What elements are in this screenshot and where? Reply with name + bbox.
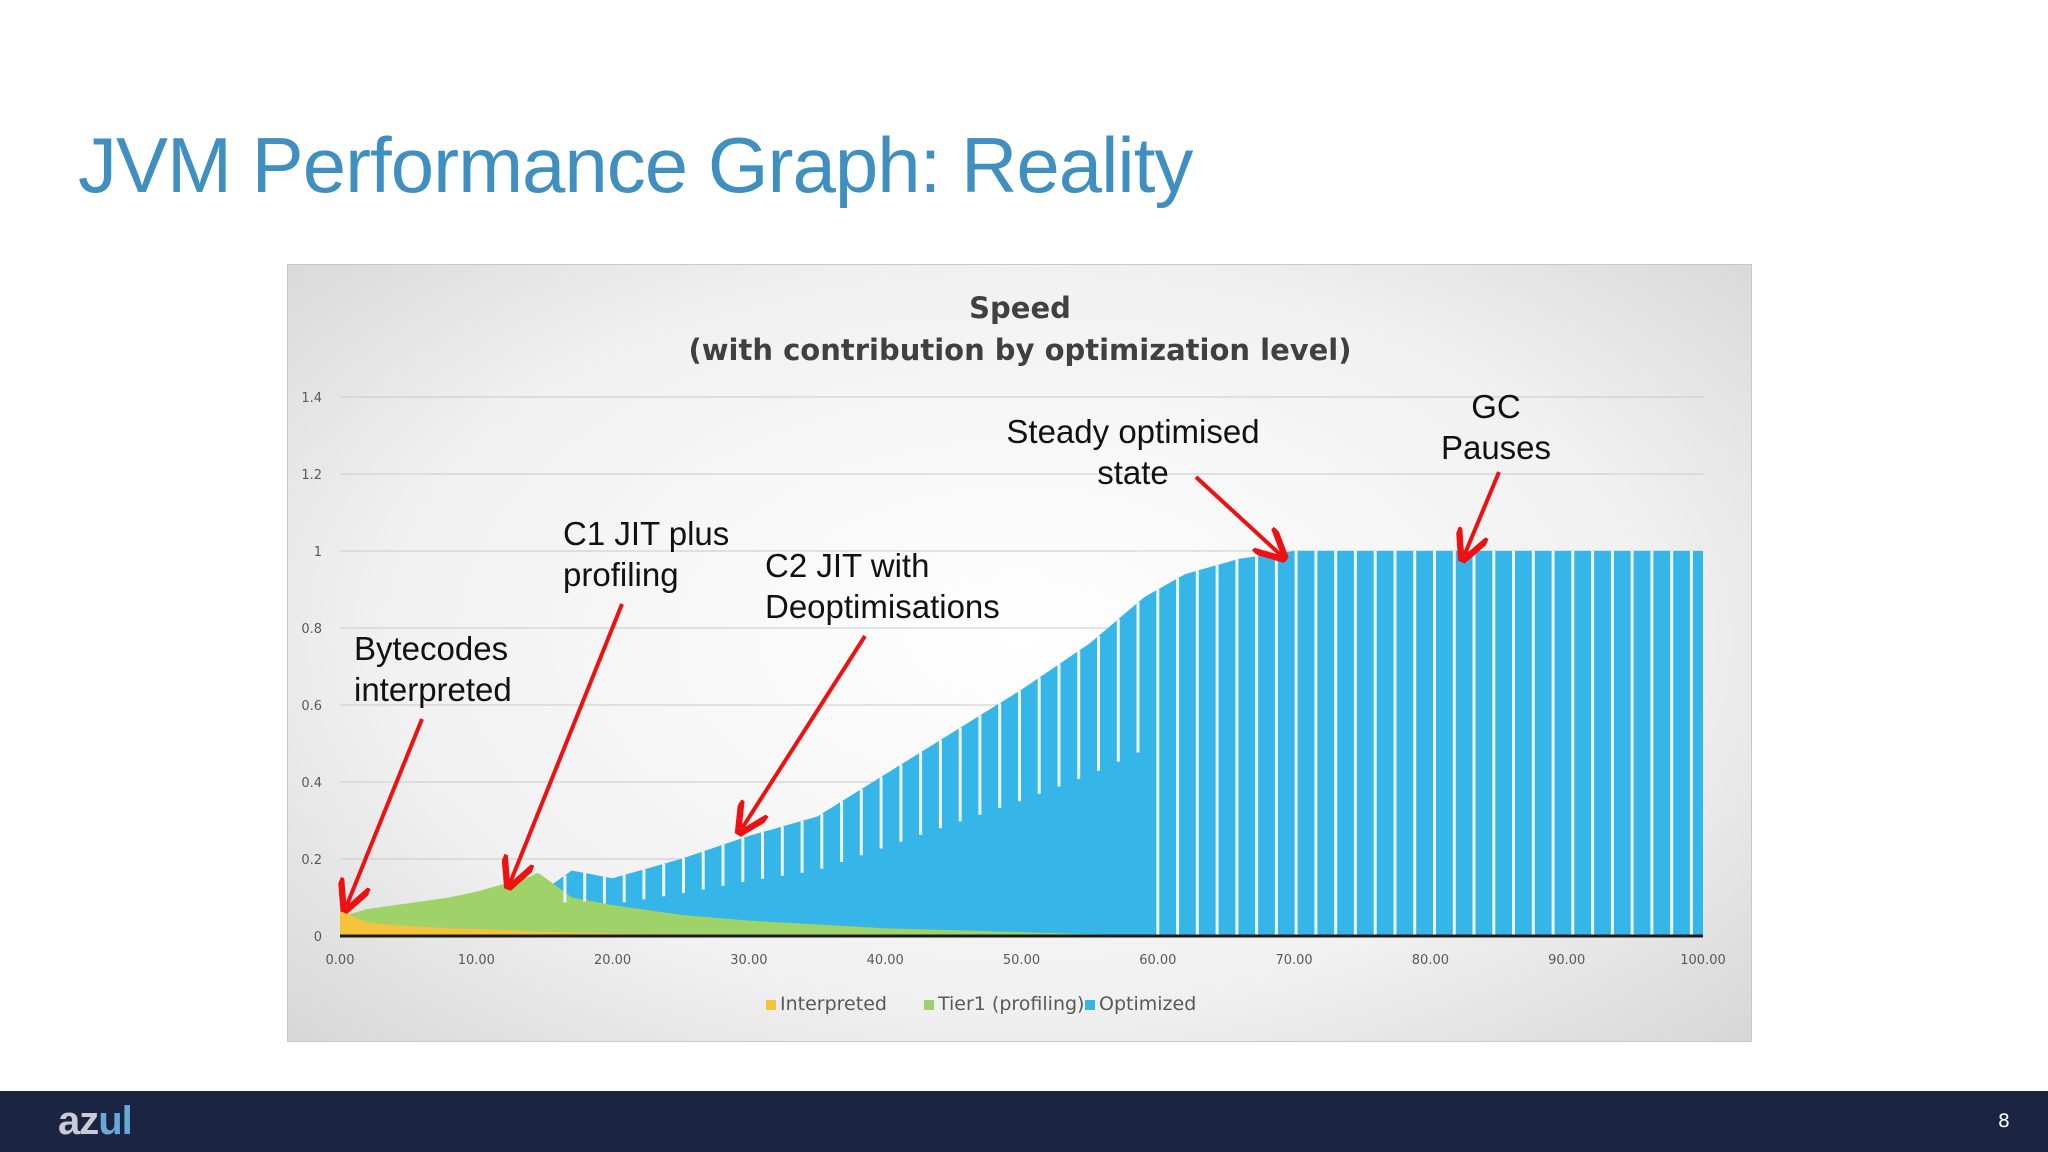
legend-swatch bbox=[924, 1000, 934, 1010]
x-tick-label: 10.00 bbox=[458, 953, 495, 968]
y-tick-label: 1.4 bbox=[301, 391, 322, 406]
page-number: 8 bbox=[1997, 1110, 2010, 1132]
y-tick-label: 0.2 bbox=[301, 853, 322, 868]
x-tick-label: 60.00 bbox=[1139, 953, 1176, 968]
annotation-arrow bbox=[1194, 475, 1281, 555]
annotation-label: Pauses bbox=[1441, 429, 1551, 466]
annotation-label: Deoptimisations bbox=[765, 588, 1000, 625]
annotation-label: interpreted bbox=[354, 671, 512, 708]
annotation-label: C1 JIT plus bbox=[563, 515, 729, 552]
legend-swatch bbox=[766, 1000, 776, 1010]
footer-bar: azul 8 bbox=[0, 1091, 2048, 1152]
chart-frame: Speed (with contribution by optimization… bbox=[287, 264, 1752, 1042]
azul-logo: azul bbox=[58, 1099, 133, 1144]
x-tick-label: 30.00 bbox=[730, 953, 767, 968]
y-tick-label: 0.8 bbox=[301, 622, 322, 637]
annotation-arrow bbox=[742, 634, 867, 828]
annotation-layer: Bytecodes interpreted C1 JIT plus profiling… bbox=[347, 388, 1551, 905]
chart-svg: Speed (with contribution by optimization… bbox=[301, 291, 1725, 1015]
logo-text-a: az bbox=[58, 1099, 99, 1143]
annotation-label: Bytecodes bbox=[354, 630, 508, 667]
series-area bbox=[340, 551, 1703, 936]
legend-label: Optimized bbox=[1099, 993, 1196, 1015]
annotation-label: profiling bbox=[563, 556, 679, 593]
x-tick-label: 50.00 bbox=[1003, 953, 1040, 968]
x-tick-label: 20.00 bbox=[594, 953, 631, 968]
x-tick-label: 90.00 bbox=[1548, 953, 1585, 968]
x-tick-label: 100.00 bbox=[1680, 953, 1726, 968]
series-layer bbox=[340, 551, 1703, 936]
slide-title: JVM Performance Graph: Reality bbox=[78, 121, 1193, 209]
y-tick-label: 1.2 bbox=[301, 468, 322, 483]
y-tick-label: 0.4 bbox=[301, 776, 322, 791]
logo-text-b: ul bbox=[98, 1099, 133, 1143]
chart-title: Speed bbox=[969, 291, 1071, 325]
y-tick-label: 0 bbox=[314, 930, 322, 945]
legend-label: Interpreted bbox=[780, 993, 887, 1015]
annotation-arrow bbox=[510, 603, 624, 882]
legend-label: Tier1 (profiling) bbox=[937, 993, 1084, 1015]
x-tick-label: 0.00 bbox=[326, 953, 355, 968]
legend: Interpreted Tier1 (profiling) Optimized bbox=[766, 993, 1196, 1015]
series-area bbox=[340, 873, 1158, 936]
annotation-arrow bbox=[347, 718, 424, 905]
legend-swatch bbox=[1085, 1000, 1095, 1010]
y-tick-label: 1 bbox=[314, 545, 322, 560]
x-tick-label: 70.00 bbox=[1275, 953, 1312, 968]
series-area bbox=[340, 909, 886, 936]
y-tick-label: 0.6 bbox=[301, 699, 322, 714]
chart-subtitle: (with contribution by optimization level… bbox=[688, 333, 1351, 367]
annotation-arrow bbox=[1465, 471, 1501, 555]
annotation-label: Steady optimised bbox=[1006, 413, 1259, 450]
x-tick-label: 80.00 bbox=[1412, 953, 1449, 968]
annotation-label: GC bbox=[1471, 388, 1521, 425]
annotation-label: state bbox=[1097, 454, 1169, 491]
annotation-label: C2 JIT with bbox=[765, 547, 929, 584]
axis-layer: 0 0.2 0.4 0.6 0.8 1 1.2 1.4 0.00 10.00 20.00 30.00 4… bbox=[301, 391, 1725, 968]
x-tick-label: 40.00 bbox=[867, 953, 904, 968]
